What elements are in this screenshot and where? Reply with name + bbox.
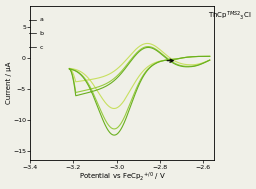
Y-axis label: Current / μA: Current / μA <box>6 62 12 104</box>
Text: c: c <box>40 45 43 50</box>
Text: b: b <box>40 31 44 36</box>
Text: ThCp$^{TMS2}$$_3$Cl: ThCp$^{TMS2}$$_3$Cl <box>208 10 251 22</box>
Text: a: a <box>40 17 44 22</box>
X-axis label: Potential vs FeCp$_2$$^{+/0}$ / V: Potential vs FeCp$_2$$^{+/0}$ / V <box>79 171 166 184</box>
